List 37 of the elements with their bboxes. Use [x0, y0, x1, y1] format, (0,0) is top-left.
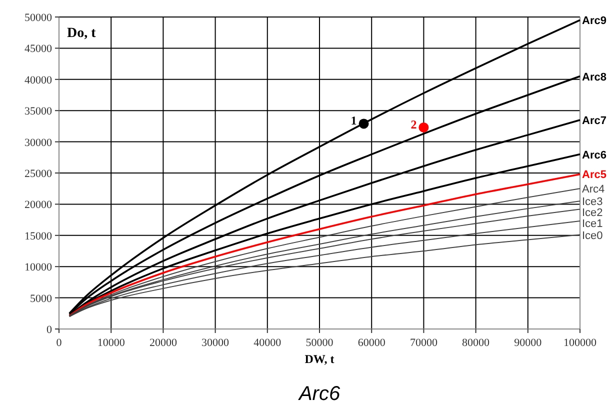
series-label: 2 [410, 117, 417, 132]
x-tick-label: 50000 [306, 337, 334, 349]
series-label: Arc9 [582, 15, 606, 28]
y-tick-label: 25000 [24, 168, 52, 180]
x-tick-label: 100000 [564, 337, 597, 349]
text: Arc6 [298, 383, 341, 405]
x-tick-label: 80000 [462, 337, 490, 349]
y-tick-label: 45000 [24, 43, 52, 56]
series-label: Arc4 [582, 184, 605, 196]
y-tick-label: 35000 [24, 106, 52, 118]
series-label: 1 [350, 114, 357, 128]
y-tick-label: 30000 [24, 136, 52, 149]
y-tick-label: 50000 [24, 12, 52, 24]
y-tick-label: 10000 [24, 262, 52, 274]
y-tick-label: 20000 [24, 199, 52, 212]
x-tick-label: 20000 [149, 337, 178, 349]
x-tick-label: 0 [56, 337, 62, 349]
series-label: Ice2 [582, 207, 603, 220]
x-tick-label: 30000 [202, 337, 230, 349]
series-label: Arc5 [582, 169, 606, 182]
series-label: Arc7 [582, 114, 606, 127]
series-label: Arc6 [582, 149, 606, 162]
y-tick-label: 0 [46, 324, 52, 336]
series-label: Arc8 [582, 71, 606, 84]
series-label: Ice1 [582, 218, 603, 230]
series-label: Ice3 [582, 196, 603, 208]
y-tick-label: 15000 [24, 230, 52, 242]
series-label: Ice0 [582, 230, 603, 242]
x-tick-label: 90000 [514, 337, 542, 349]
y-axis-title: Do, t [67, 26, 96, 41]
x-axis-title: DW, t [304, 352, 334, 366]
y-tick-label: 40000 [24, 74, 52, 86]
x-tick-label: 40000 [254, 337, 282, 349]
y-tick-label: 5000 [30, 292, 52, 305]
x-tick-label: 60000 [358, 337, 386, 349]
x-tick-label: 70000 [410, 337, 438, 349]
x-tick-label: 10000 [97, 337, 126, 349]
